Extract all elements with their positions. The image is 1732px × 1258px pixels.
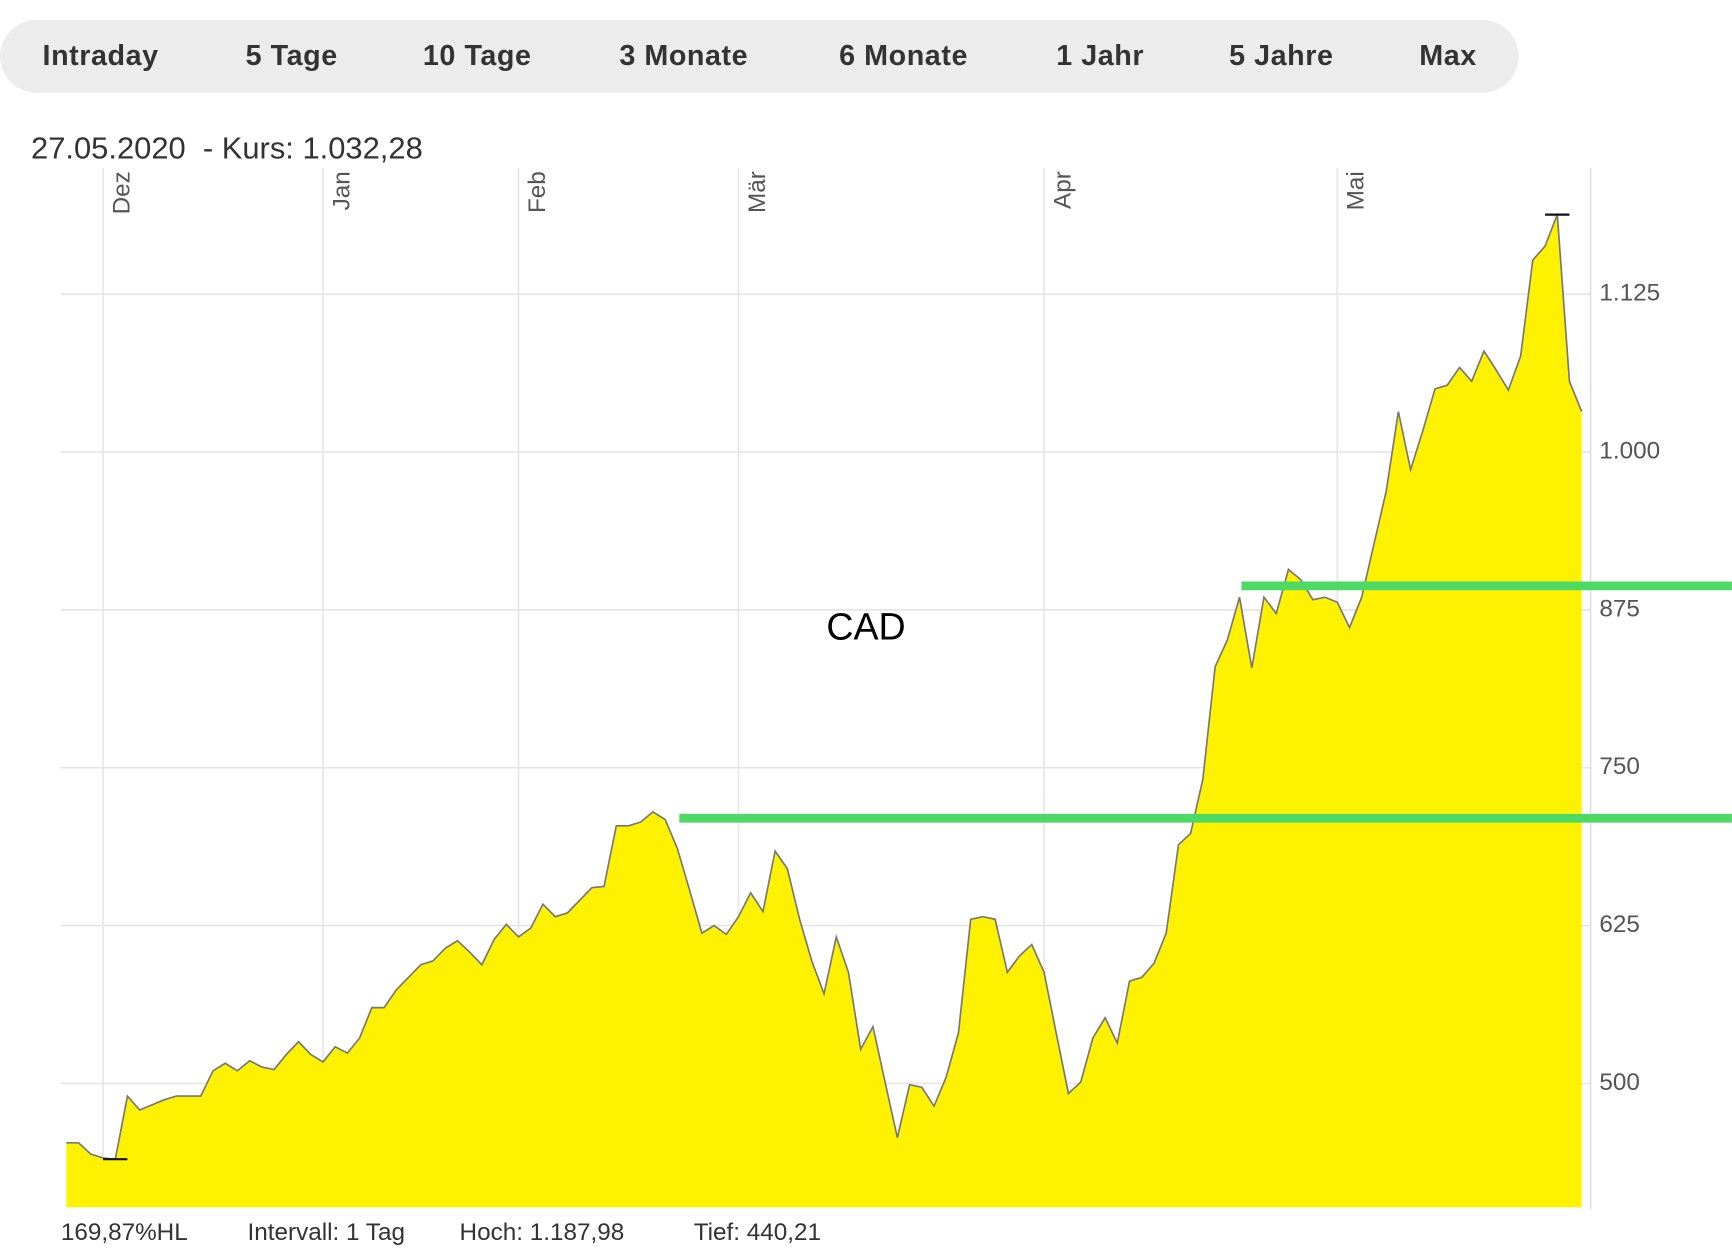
tab-button[interactable]: 6 Monate <box>839 40 968 72</box>
y-tick-label: 1.125 <box>1599 280 1660 307</box>
header: 27.05.2020 - Kurs: 1.032,28 <box>31 130 423 165</box>
tab-bar <box>0 19 1519 93</box>
x-tick-label: Feb <box>524 171 551 213</box>
tab-button[interactable]: 3 Monate <box>619 40 748 72</box>
chart-annotation: CAD <box>826 605 905 647</box>
tab-button[interactable]: 5 Jahre <box>1229 40 1333 72</box>
tab-button[interactable]: 10 Tage <box>423 40 532 72</box>
tab-button[interactable]: Intraday <box>43 40 159 72</box>
y-tick-label: 500 <box>1599 1069 1640 1096</box>
tab-button[interactable]: Max <box>1419 40 1477 72</box>
tab-button[interactable]: 5 Tage <box>246 40 338 72</box>
footer-info: Intervall: 1 Tag <box>247 1219 404 1246</box>
y-tick-label: 1.000 <box>1599 437 1660 464</box>
y-tick-label: 875 <box>1599 595 1640 622</box>
y-tick-label: 750 <box>1599 753 1640 780</box>
x-tick-label: Apr <box>1049 171 1076 209</box>
x-tick-label: Dez <box>108 171 135 214</box>
x-tick-label: Mär <box>744 171 771 213</box>
footer-info: 169,87%HL <box>61 1219 188 1246</box>
footer-info: Tief: 440,21 <box>694 1219 821 1246</box>
tab-button[interactable]: 1 Jahr <box>1056 40 1144 72</box>
x-tick-label: Mai <box>1343 171 1370 210</box>
price-line <box>66 214 1583 1161</box>
area-fill <box>66 214 1582 1208</box>
x-tick-label: Jan <box>328 171 355 210</box>
footer-info: Hoch: 1.187,98 <box>460 1219 625 1246</box>
y-tick-label: 625 <box>1599 911 1640 938</box>
